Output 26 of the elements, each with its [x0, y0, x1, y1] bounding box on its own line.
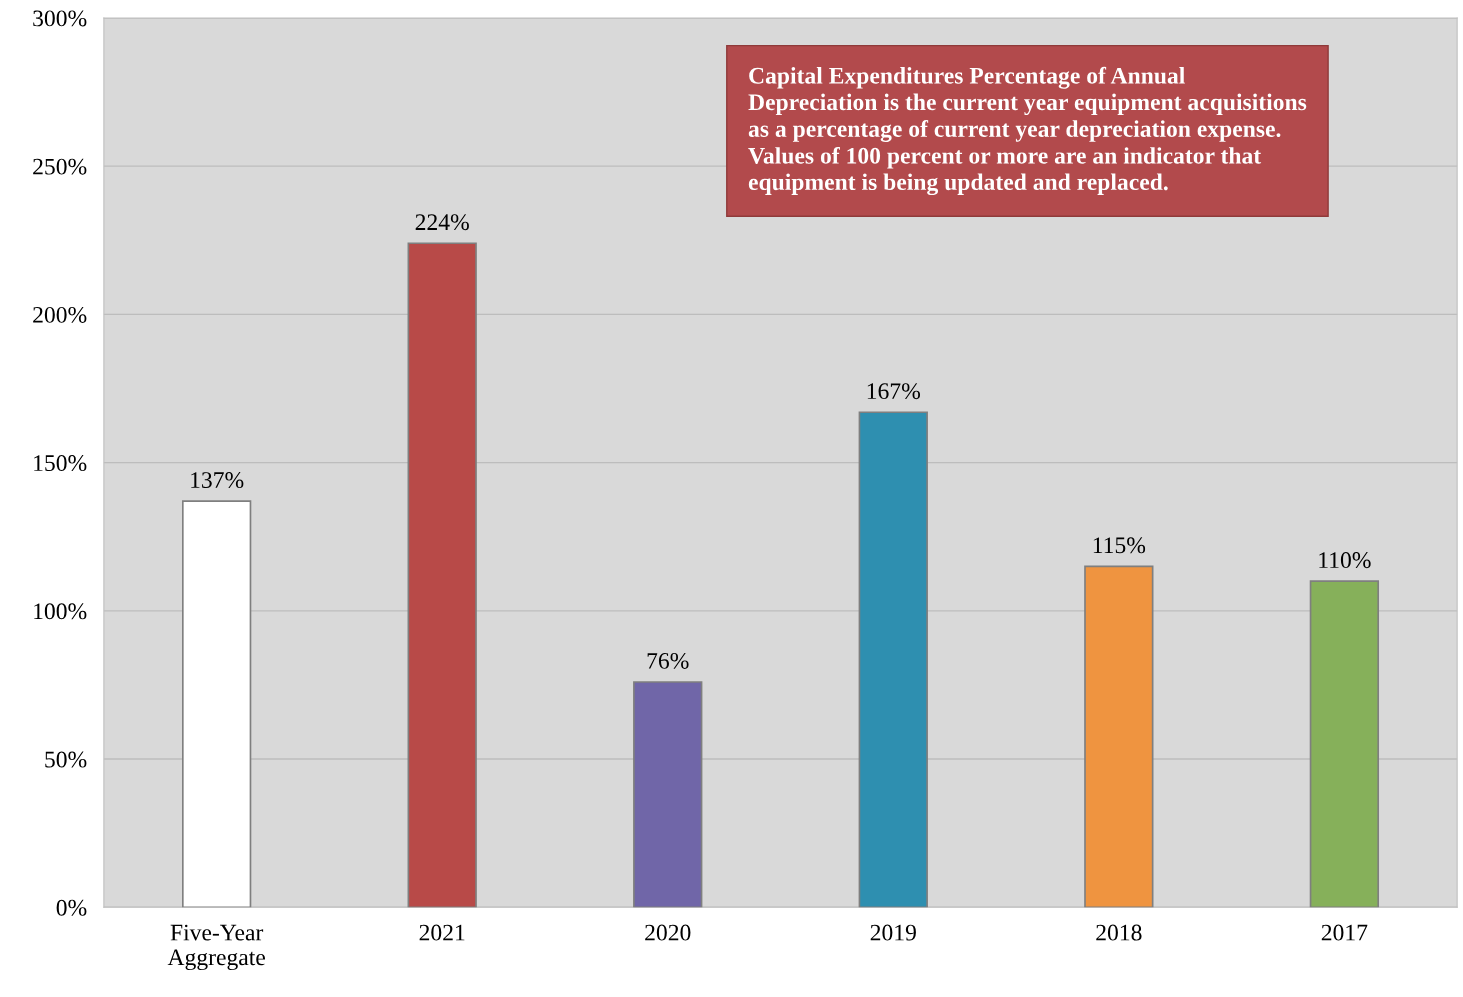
bar: [1309, 580, 1380, 908]
x-tick-label: Five-Year Aggregate: [167, 924, 265, 971]
bar: [633, 681, 703, 908]
annotation: Capital Expenditures Percentage of Annual Depreciation is the current year equipment acquisitions as a percentage of current year depreciation expense. Values of 100 percent or more are an indicator that equipment is being updated and replaced.: [748, 66, 1307, 196]
data-label: 167%: [867, 383, 921, 400]
x-tick-label: 2017: [1321, 924, 1368, 941]
data-label: 110%: [1319, 552, 1371, 569]
data-label: 76%: [647, 652, 689, 669]
bar: [858, 411, 928, 908]
y-tick-label: 200%: [33, 306, 87, 323]
data-label: 115%: [1093, 537, 1146, 554]
y-tick-label: 100%: [34, 603, 87, 620]
x-tick-label: 2021: [419, 924, 465, 941]
y-tick-label: 250%: [33, 158, 87, 175]
y-tick-label: 150%: [34, 455, 87, 472]
y-tick-label: 0%: [56, 899, 87, 916]
x-tick-label: 2019: [870, 924, 916, 941]
x-tick-label: 2018: [1096, 924, 1142, 941]
data-label: 224%: [415, 214, 469, 231]
x-tick-label: 2020: [645, 924, 691, 941]
y-tick-label: 300%: [33, 10, 87, 27]
data-label: 137%: [191, 472, 244, 489]
bar: [407, 242, 477, 908]
y-tick-label: 50%: [45, 751, 87, 768]
bar: [181, 500, 252, 908]
bar: [1084, 565, 1154, 908]
